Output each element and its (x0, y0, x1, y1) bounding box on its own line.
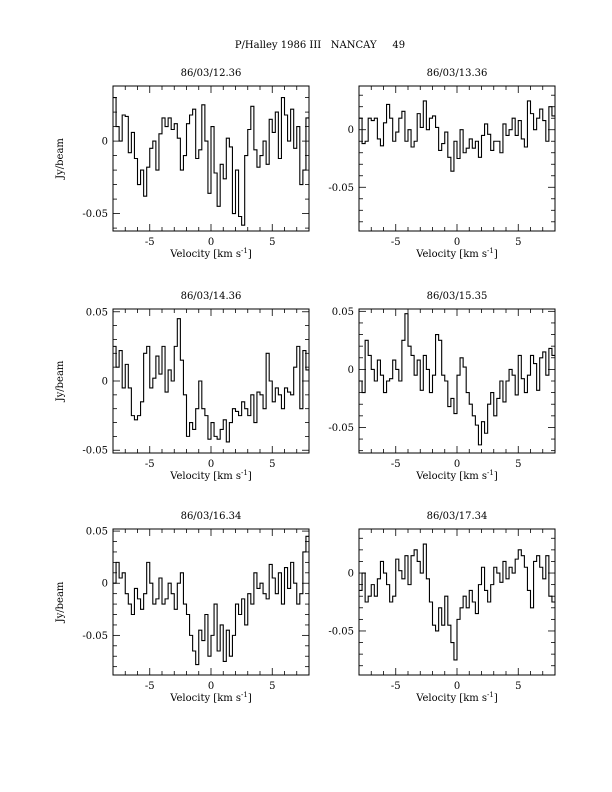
x-tick-label: 5 (269, 459, 275, 470)
panel-title: 86/03/13.36 (427, 68, 488, 79)
spectrum-line (359, 100, 555, 172)
y-tick-label: -0.05 (82, 209, 108, 220)
x-tick-label: 0 (208, 237, 214, 248)
y-tick-label: 0 (348, 125, 354, 136)
y-tick-label: -0.05 (328, 626, 354, 637)
y-tick-label: -0.05 (328, 183, 354, 194)
spectrum-panel: 86/03/15.35 -5 0 5 0.05 0 -0.05 Velocity [km s-… (328, 291, 556, 482)
x-axis-label: Velocity [km s-1] (169, 691, 252, 704)
x-tick-label: 5 (269, 237, 275, 248)
spectrum-line (359, 313, 555, 446)
spectra-panels: 86/03/12.36 -5 0 5 0 -0.05 Velocity [km s-1] Jy… (55, 68, 556, 704)
y-tick-label: 0 (102, 377, 108, 388)
x-tick-label: -5 (391, 681, 401, 692)
y-axis-label: Jy/beam (55, 581, 66, 623)
spectrum-panel: 86/03/12.36 -5 0 5 0 -0.05 Velocity [km s-1] Jy… (55, 68, 310, 260)
y-tick-label: 0.05 (86, 307, 108, 318)
y-tick-label: -0.05 (82, 631, 108, 642)
spectrum-panel: 86/03/14.36 -5 0 5 0.05 0 -0.05 Velocity [km s-… (55, 291, 310, 482)
x-axis-label: Velocity [km s-1] (169, 247, 252, 260)
panel-title: 86/03/16.34 (181, 511, 242, 522)
x-tick-label: -5 (145, 681, 155, 692)
spectrum-panel: 86/03/17.34 -5 0 5 0 -0.05 Velocity [km s-1] (328, 511, 556, 704)
y-tick-label: 0.05 (86, 527, 108, 538)
x-tick-label: 0 (454, 459, 460, 470)
y-tick-label: 0.05 (332, 307, 354, 318)
spectrum-line (113, 318, 309, 443)
x-tick-label: -5 (145, 459, 155, 470)
x-axis-label: Velocity [km s-1] (415, 247, 498, 260)
y-tick-label: -0.05 (82, 446, 108, 457)
y-tick-label: -0.05 (328, 423, 354, 434)
panel-title: 86/03/17.34 (427, 511, 488, 522)
figure-title: P/Halley 1986 III NANCAY 49 (235, 40, 405, 51)
x-tick-label: 0 (454, 681, 460, 692)
y-tick-label: 0 (348, 365, 354, 376)
y-tick-label: 0 (348, 569, 354, 580)
x-tick-label: 5 (269, 681, 275, 692)
spectrum-line (359, 543, 555, 661)
x-axis-label: Velocity [km s-1] (415, 691, 498, 704)
panel-title: 86/03/14.36 (181, 291, 242, 302)
x-tick-label: 5 (515, 681, 521, 692)
y-tick-label: 0 (102, 579, 108, 590)
y-axis-label: Jy/beam (55, 360, 66, 402)
x-tick-label: 5 (515, 237, 521, 248)
spectrum-line (113, 535, 309, 666)
x-axis-label: Velocity [km s-1] (415, 469, 498, 482)
x-axis-label: Velocity [km s-1] (169, 469, 252, 482)
x-tick-label: -5 (391, 459, 401, 470)
x-tick-label: 0 (208, 459, 214, 470)
y-tick-label: 0 (102, 137, 108, 148)
panel-title: 86/03/15.35 (427, 291, 488, 302)
x-tick-label: -5 (145, 237, 155, 248)
x-tick-label: -5 (391, 237, 401, 248)
x-tick-label: 0 (208, 681, 214, 692)
spectrum-line (113, 97, 309, 226)
spectrum-panel: 86/03/13.36 -5 0 5 0 -0.05 Velocity [km s-1] (328, 68, 556, 260)
panel-title: 86/03/12.36 (181, 68, 242, 79)
x-tick-label: 0 (454, 237, 460, 248)
spectrum-panel: 86/03/16.34 -5 0 5 0.05 0 -0.05 Velocity [km s-… (55, 511, 310, 704)
y-axis-label: Jy/beam (55, 138, 66, 180)
x-tick-label: 5 (515, 459, 521, 470)
